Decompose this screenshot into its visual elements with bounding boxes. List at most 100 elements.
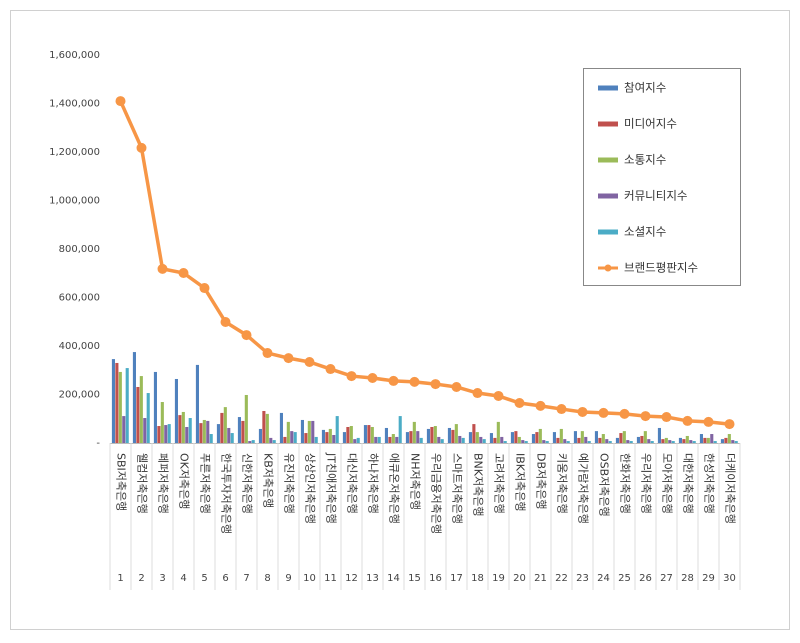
rank-label: 15 (408, 573, 421, 584)
bar (437, 436, 441, 443)
x-tick-label: 더케이저축은행 (724, 453, 737, 524)
bar (461, 437, 465, 443)
bar (216, 424, 220, 443)
bar (615, 437, 619, 443)
bar (706, 437, 710, 443)
bar (143, 418, 147, 443)
bar (220, 412, 224, 443)
bar (244, 394, 248, 443)
y-tick-label: 1,400,000 (49, 99, 100, 110)
line-point (262, 348, 273, 359)
bar (146, 393, 150, 443)
rank-label: 13 (366, 573, 379, 584)
bar (426, 428, 430, 443)
bar (720, 439, 724, 443)
bar (584, 436, 588, 443)
bar (703, 437, 707, 443)
bar (290, 431, 294, 443)
bar (377, 436, 381, 443)
bar (640, 435, 644, 443)
bar (122, 416, 126, 443)
bar (139, 376, 143, 443)
bar (412, 421, 416, 443)
bar (563, 439, 567, 443)
bar (685, 435, 689, 443)
bar (479, 436, 483, 443)
bar (731, 440, 735, 443)
x-tick-label: BNK저축은행 (472, 453, 485, 516)
bar (395, 436, 399, 443)
bar (556, 437, 560, 443)
bar (384, 427, 388, 443)
y-tick-label: 1,000,000 (49, 196, 100, 207)
bar (262, 410, 266, 443)
bar (605, 439, 609, 443)
bar (531, 434, 535, 443)
y-tick-label: - (96, 438, 100, 449)
bar (601, 434, 605, 443)
rank-label: 10 (303, 573, 316, 584)
line-point (493, 390, 504, 401)
bar (388, 436, 392, 443)
x-tick-label: 하나저축은행 (367, 453, 381, 514)
x-tick-label: NH저축은행 (409, 453, 422, 510)
rank-label: 20 (513, 573, 526, 584)
bar (321, 429, 325, 443)
legend-box (583, 68, 741, 286)
legend-swatch (598, 157, 618, 163)
legend-label: 소셜지수 (624, 225, 666, 239)
bar (251, 440, 255, 443)
rank-label: 21 (534, 573, 547, 584)
bar (332, 434, 336, 443)
bar (195, 364, 199, 443)
bar (566, 441, 570, 443)
bar (391, 434, 395, 443)
bar (573, 431, 577, 443)
y-tick-label: 1,200,000 (49, 147, 100, 158)
bar (451, 429, 455, 443)
line-point (283, 353, 294, 364)
rank-label: 4 (180, 573, 186, 584)
bar (164, 425, 168, 443)
legend-swatch (598, 193, 618, 199)
bar (643, 431, 647, 443)
bar (304, 433, 308, 443)
bar (174, 378, 178, 443)
legend-label: 소통지수 (624, 153, 666, 167)
line-point (535, 400, 546, 411)
bar (160, 402, 164, 443)
bar (202, 419, 206, 443)
bar (510, 432, 514, 443)
x-tick-label: OSB저축은행 (598, 453, 611, 517)
bar (199, 423, 203, 443)
bar (300, 419, 304, 443)
bar (272, 440, 276, 443)
line-point (178, 268, 189, 279)
line-point (451, 381, 462, 392)
y-tick-label: 200,000 (59, 390, 100, 401)
bar (514, 431, 518, 443)
x-tick-label: 키움저축은행 (556, 453, 569, 514)
bar (241, 420, 245, 443)
bar (307, 420, 311, 443)
x-tick-label: 유진저축은행 (283, 453, 296, 514)
bar (650, 441, 654, 443)
x-tick-label: 고려저축은행 (493, 453, 506, 514)
bar (416, 431, 420, 443)
x-tick-label: 우리저축은행 (640, 453, 653, 514)
rank-label: 28 (681, 573, 694, 584)
x-tick-label: IBK저축은행 (514, 453, 527, 511)
bar (580, 431, 584, 443)
bar (167, 424, 171, 443)
y-tick-label: 400,000 (59, 341, 100, 352)
bar (454, 424, 458, 443)
bar (178, 415, 182, 443)
bar (724, 437, 728, 443)
bar (489, 433, 493, 443)
bar (293, 432, 297, 443)
bar (356, 437, 360, 443)
rank-label: 7 (243, 573, 249, 584)
bar (608, 441, 612, 443)
bar (433, 426, 437, 443)
